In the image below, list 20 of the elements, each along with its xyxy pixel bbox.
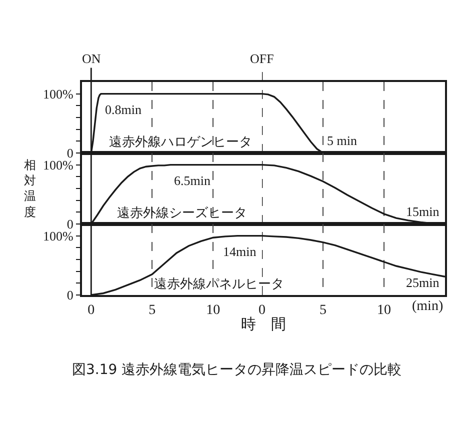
x-tick-label: 10 [376,302,391,318]
annotation: 0.8min [105,102,142,117]
x-tick-label: 10 [206,302,220,318]
x-tick-label: 0 [258,302,266,318]
x-tick-label: 5 [148,302,156,318]
text: 図3.19 遠赤外線電気ヒータの昇降温スピードの比較 [72,362,402,378]
y-tick-label: 100% [43,86,74,102]
ref-line-label: OFF [250,51,274,66]
ref-line-label: ON [82,51,102,66]
annotation: 6.5min [174,173,211,188]
x-tick-label: 0 [88,302,95,318]
y-tick-label: 0 [66,288,74,303]
y-axis-title: 相対温度 [24,158,36,219]
annotation: 25min [406,275,440,290]
annotation: 5 min [327,133,358,148]
annotation: 14min [223,244,257,259]
x-axis-title: (min) [412,299,444,314]
x-axis-title: 時 間 [241,316,286,333]
annotation: 15min [406,204,440,219]
x-tick-label: 5 [319,302,326,318]
